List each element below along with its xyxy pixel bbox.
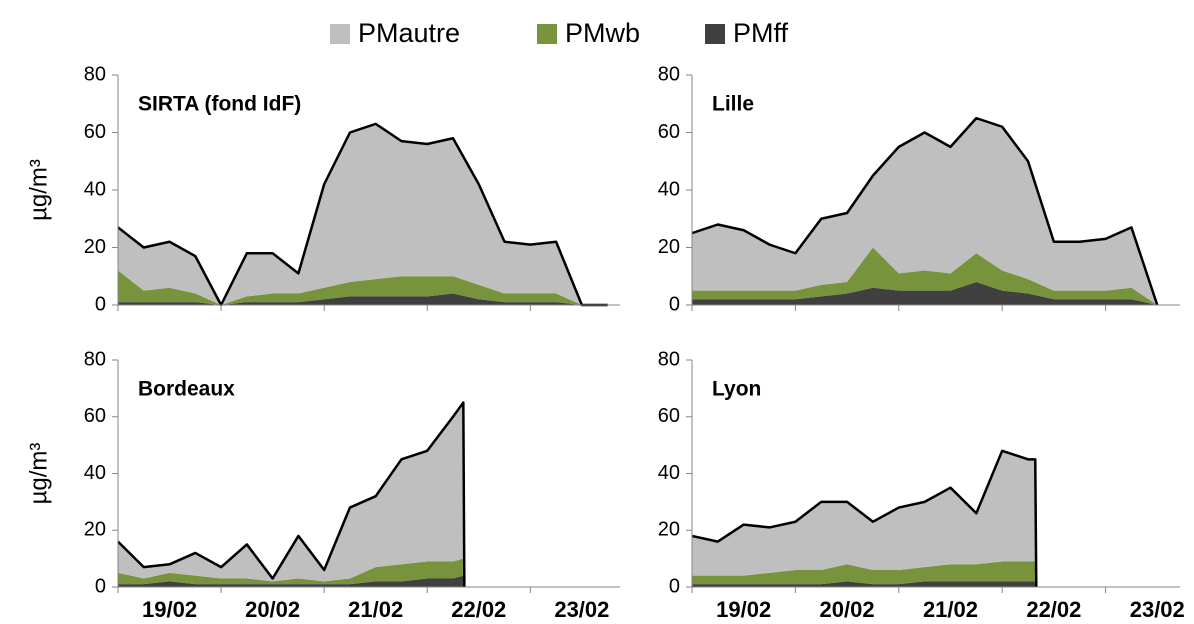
x-tick-label: 21/02 — [923, 597, 978, 622]
y-tick-label: 0 — [95, 293, 106, 315]
legend-label: PMwb — [565, 18, 640, 48]
panel-title: SIRTA (fond IdF) — [138, 93, 301, 116]
area — [692, 450, 1037, 587]
y-tick-label: 20 — [84, 519, 106, 541]
y-tick-label: 60 — [84, 405, 106, 427]
area — [692, 581, 1037, 587]
panel-title: Bordeaux — [138, 378, 235, 401]
legend-label: PMff — [733, 18, 789, 48]
y-tick-label: 60 — [658, 405, 680, 427]
y-tick-label: 80 — [658, 63, 680, 85]
area — [692, 118, 1158, 305]
y-tick-label: 60 — [658, 121, 680, 143]
area — [118, 402, 465, 587]
x-tick-label: 19/02 — [716, 597, 771, 622]
x-tick-label: 23/02 — [1130, 597, 1185, 622]
legend-swatch — [705, 24, 725, 44]
x-tick-label: 20/02 — [245, 597, 300, 622]
area — [692, 561, 1037, 587]
outline — [691, 116, 1159, 306]
area — [692, 282, 1158, 305]
legend-swatch — [537, 24, 557, 44]
outline — [117, 122, 608, 307]
area — [118, 270, 608, 305]
y-tick-label: 80 — [84, 63, 106, 85]
x-tick-label: 19/02 — [142, 597, 197, 622]
y-axis-label: µg/m³ — [25, 159, 52, 221]
y-tick-label: 0 — [669, 293, 680, 315]
x-tick-label: 22/02 — [451, 597, 506, 622]
x-tick-label: 22/02 — [1026, 597, 1081, 622]
y-tick-label: 20 — [658, 236, 680, 258]
x-tick-label: 21/02 — [348, 597, 403, 622]
x-tick-label: 23/02 — [554, 597, 609, 622]
area — [118, 558, 465, 587]
y-tick-label: 0 — [95, 575, 106, 597]
area — [118, 123, 608, 305]
area — [692, 247, 1158, 305]
y-tick-label: 40 — [84, 178, 106, 200]
y-tick-label: 80 — [84, 348, 106, 370]
panel-title: Lyon — [712, 378, 761, 401]
y-tick-label: 40 — [658, 178, 680, 200]
y-tick-label: 60 — [84, 121, 106, 143]
outline — [691, 449, 1038, 588]
y-tick-label: 40 — [658, 462, 680, 484]
x-tick-label: 20/02 — [820, 597, 875, 622]
y-tick-label: 20 — [84, 236, 106, 258]
legend-label: PMautre — [358, 18, 460, 48]
y-tick-label: 80 — [658, 348, 680, 370]
area — [118, 293, 608, 305]
outline — [117, 401, 466, 588]
y-axis-label: µg/m³ — [25, 443, 52, 505]
y-tick-label: 0 — [669, 575, 680, 597]
y-tick-label: 40 — [84, 462, 106, 484]
legend-swatch — [330, 24, 350, 44]
y-tick-label: 20 — [658, 519, 680, 541]
panel-title: Lille — [712, 93, 754, 116]
